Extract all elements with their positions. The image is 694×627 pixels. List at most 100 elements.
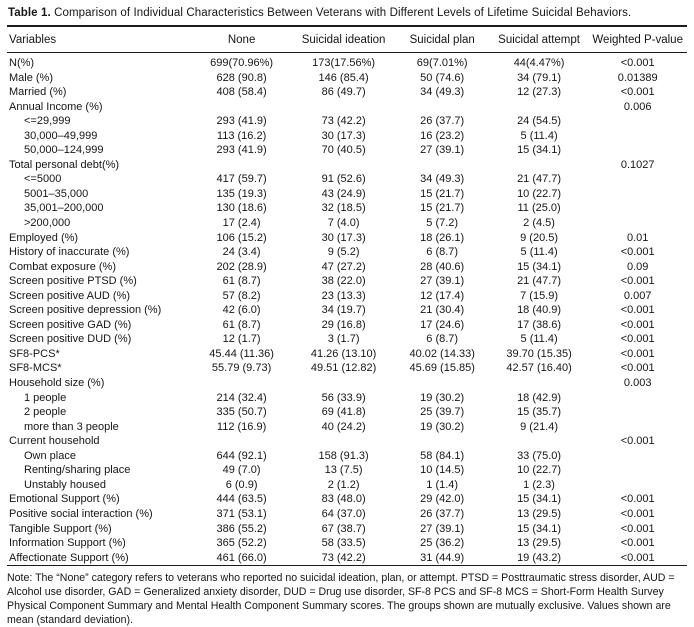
value-cell: 69 (41.8) (321, 406, 366, 419)
value-cell: 32 (18.5) (321, 202, 366, 215)
value-cell: 29 (42.0) (420, 493, 465, 506)
value-cell: 39.70 (15.35) (506, 347, 572, 360)
value-cell: 6 (8.7) (426, 333, 459, 346)
column-header-variables: Variables (7, 26, 191, 53)
p-value-cell: <0.001 (620, 522, 655, 535)
p-value-cell (588, 405, 687, 420)
table-row: 35,001–200,000 130 (18.6) 32 (18.5) 15 (21.… (7, 201, 687, 216)
row-variable-label: Employed (%) (9, 231, 79, 244)
row-variable-label: SF8-MCS* (9, 362, 62, 375)
value-cell: 2 (1.2) (327, 478, 360, 491)
value-cell: 55.79 (9.73) (211, 362, 272, 375)
value-cell: 15 (34.1) (517, 260, 562, 273)
p-value-cell: <0.001 (620, 304, 655, 317)
value-cell: 34 (49.3) (420, 86, 465, 99)
value-cell: 40.02 (14.33) (409, 347, 475, 360)
value-cell: 12 (27.3) (517, 86, 562, 99)
row-variable-label: Tangible Support (%) (9, 522, 112, 535)
value-cell: 293 (41.9) (216, 144, 267, 157)
value-cell: 28 (40.6) (420, 260, 465, 273)
table-row: Screen positive DUD (%) 12 (1.7) 3 (1.7) 6 … (7, 332, 687, 347)
value-cell: 47 (27.2) (321, 260, 366, 273)
table-row: Household size (%) 0.003 (7, 376, 687, 391)
p-value-cell: <0.001 (620, 493, 655, 506)
table-row: Own place 644 (92.1) 158 (91.3) 58 (84.1) 33… (7, 449, 687, 464)
value-cell: 293 (41.9) (216, 115, 267, 128)
value-cell: 61 (8.7) (222, 318, 261, 331)
row-variable-label: Male (%) (9, 71, 54, 84)
value-cell: 1 (2.3) (523, 478, 555, 491)
p-value-cell (588, 187, 687, 202)
value-cell (191, 376, 293, 391)
row-variable-label: 2 people (24, 406, 67, 419)
column-header-weighted-p-value: Weighted P-value (588, 26, 687, 53)
table-row: SF8-MCS* 55.79 (9.73) 49.51 (12.82) 45.69 (… (7, 361, 687, 376)
table-row: <=29,999 293 (41.9) 73 (42.2) 26 (37.7) 24 (… (7, 114, 687, 129)
value-cell: 73 (42.2) (321, 551, 366, 564)
value-cell: 6 (0.9) (225, 478, 258, 491)
p-value-cell: <0.001 (620, 347, 655, 360)
value-cell: 57 (8.2) (222, 289, 261, 302)
value-cell: 18 (42.9) (517, 391, 562, 404)
p-value-cell: <0.001 (620, 362, 655, 375)
p-value-cell (588, 420, 687, 435)
value-cell: 91 (52.6) (321, 173, 366, 186)
table-body: N(%) 699(70.96%) 173(17.56%) 69(7.01%) 44(4.… (7, 53, 687, 566)
table-title-label: Table 1. (8, 7, 51, 19)
p-value-cell (588, 216, 687, 231)
table-row: Screen positive PTSD (%) 61 (8.7) 38 (22.0… (7, 274, 687, 289)
row-variable-label: Screen positive depression (%) (9, 304, 162, 317)
row-variable-label: 5001–35,000 (24, 187, 89, 200)
p-value-cell: <0.001 (620, 333, 655, 346)
table-row: Current household <0.001 (7, 434, 687, 449)
value-cell: 19 (43.2) (517, 551, 562, 564)
value-cell: 17 (24.6) (420, 318, 465, 331)
table-row: 5001–35,000 135 (19.3) 43 (24.9) 15 (21.7) 1… (7, 187, 687, 202)
value-cell: 86 (49.7) (321, 86, 366, 99)
value-cell: 26 (37.7) (420, 115, 465, 128)
p-value-cell: <0.001 (620, 551, 655, 564)
row-variable-label: 1 people (24, 391, 67, 404)
row-variable-label: <=5000 (24, 173, 62, 186)
row-variable-label: Household size (%) (9, 377, 105, 390)
table-row: Emotional Support (%) 444 (63.5) 83 (48.0)… (7, 492, 687, 507)
value-cell: 58 (33.5) (321, 537, 366, 550)
table-row: >200,000 17 (2.4) 7 (4.0) 5 (7.2) 2 (4.5) (7, 216, 687, 231)
value-cell: 461 (66.0) (216, 551, 267, 564)
p-value-cell: 0.01389 (617, 71, 658, 84)
p-value-cell: 0.1027 (620, 158, 655, 171)
row-variable-label: Positive social interaction (%) (9, 507, 153, 520)
value-cell: 34 (79.1) (517, 71, 562, 84)
value-cell: 31 (44.9) (420, 551, 465, 564)
p-value-cell (588, 463, 687, 478)
value-cell: 42.57 (16.40) (506, 362, 572, 375)
value-cell: 33 (75.0) (517, 449, 562, 462)
row-variable-label: Own place (24, 449, 76, 462)
table-row: Information Support (%) 365 (52.2) 58 (33.… (7, 536, 687, 551)
value-cell: 13 (29.5) (517, 507, 562, 520)
value-cell: 49.51 (12.82) (310, 362, 377, 375)
row-variable-label: Current household (9, 435, 100, 448)
table-row: Male (%) 628 (90.8) 146 (85.4) 50 (74.6) 34 … (7, 71, 687, 86)
value-cell: 173(17.56%) (312, 57, 376, 69)
row-variable-label: SF8-PCS* (9, 347, 60, 360)
value-cell: 7 (4.0) (327, 217, 360, 230)
p-value-cell (588, 172, 687, 187)
value-cell: 58 (84.1) (420, 449, 465, 462)
value-cell (395, 376, 490, 391)
row-variable-label: Married (%) (9, 86, 67, 99)
value-cell: 214 (32.4) (216, 391, 267, 404)
table-row: Screen positive AUD (%) 57 (8.2) 23 (13.3)… (7, 289, 687, 304)
value-cell: 30 (17.3) (321, 129, 366, 142)
value-cell: 11 (25.0) (517, 202, 561, 215)
value-cell: 15 (34.1) (517, 493, 562, 506)
p-value-cell: <0.001 (620, 537, 655, 550)
value-cell: 15 (21.7) (420, 187, 465, 200)
value-cell: 18 (26.1) (420, 231, 465, 244)
value-cell: 17 (2.4) (222, 217, 261, 230)
value-cell: 10 (22.7) (517, 464, 562, 477)
table-row: History of inaccurate (%) 24 (3.4) 9 (5.2)… (7, 245, 687, 260)
value-cell: 64 (37.0) (321, 507, 366, 520)
value-cell: 9 (21.4) (520, 420, 559, 433)
value-cell: 9 (20.5) (520, 231, 559, 244)
